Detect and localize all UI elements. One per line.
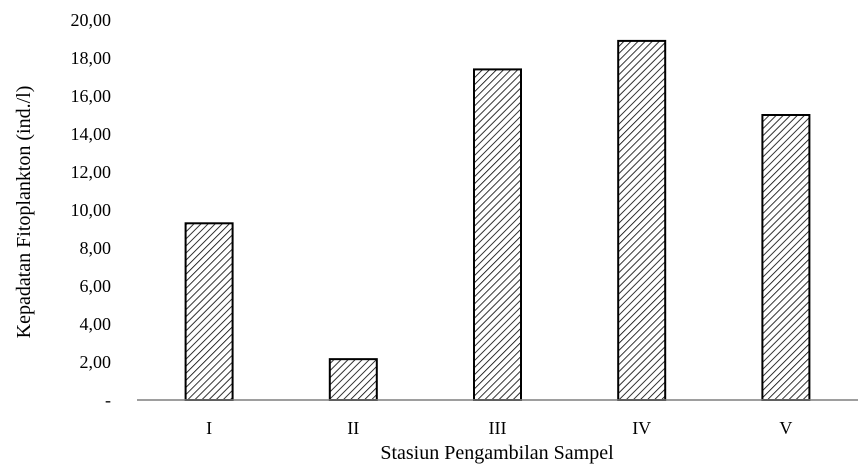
bar-III (473, 68, 522, 402)
x-tick-label: IV (632, 418, 651, 438)
y-tick-label: 20,00 (71, 10, 112, 30)
bars (184, 39, 811, 402)
y-axis-ticks: - 2,00 4,00 6,00 8,00 10,00 12,00 14,00 16,00 18,… (71, 10, 112, 410)
bar-V (761, 114, 811, 401)
y-tick-label: 4,00 (80, 314, 112, 334)
y-tick-label: 8,00 (80, 238, 112, 258)
y-tick-label: 6,00 (80, 276, 112, 296)
y-tick-label: - (105, 390, 111, 410)
x-axis-title: Stasiun Pengambilan Sampel (380, 442, 614, 464)
x-tick-label: II (347, 418, 359, 438)
x-axis-ticks: I II III IV V (206, 418, 792, 438)
y-tick-label: 18,00 (71, 48, 112, 68)
y-axis-title: Kepadatan Fitoplankton (ind./l) (13, 86, 35, 339)
x-tick-label: III (489, 418, 507, 438)
x-tick-label: V (779, 418, 792, 438)
y-tick-label: 10,00 (71, 200, 112, 220)
x-tick-label: I (206, 418, 212, 438)
y-tick-label: 12,00 (71, 162, 112, 182)
bar-II (328, 358, 378, 401)
bar-I (184, 222, 234, 401)
y-tick-label: 2,00 (80, 352, 112, 372)
y-tick-label: 16,00 (71, 86, 112, 106)
y-tick-label: 14,00 (71, 124, 112, 144)
bar-IV (617, 39, 667, 402)
